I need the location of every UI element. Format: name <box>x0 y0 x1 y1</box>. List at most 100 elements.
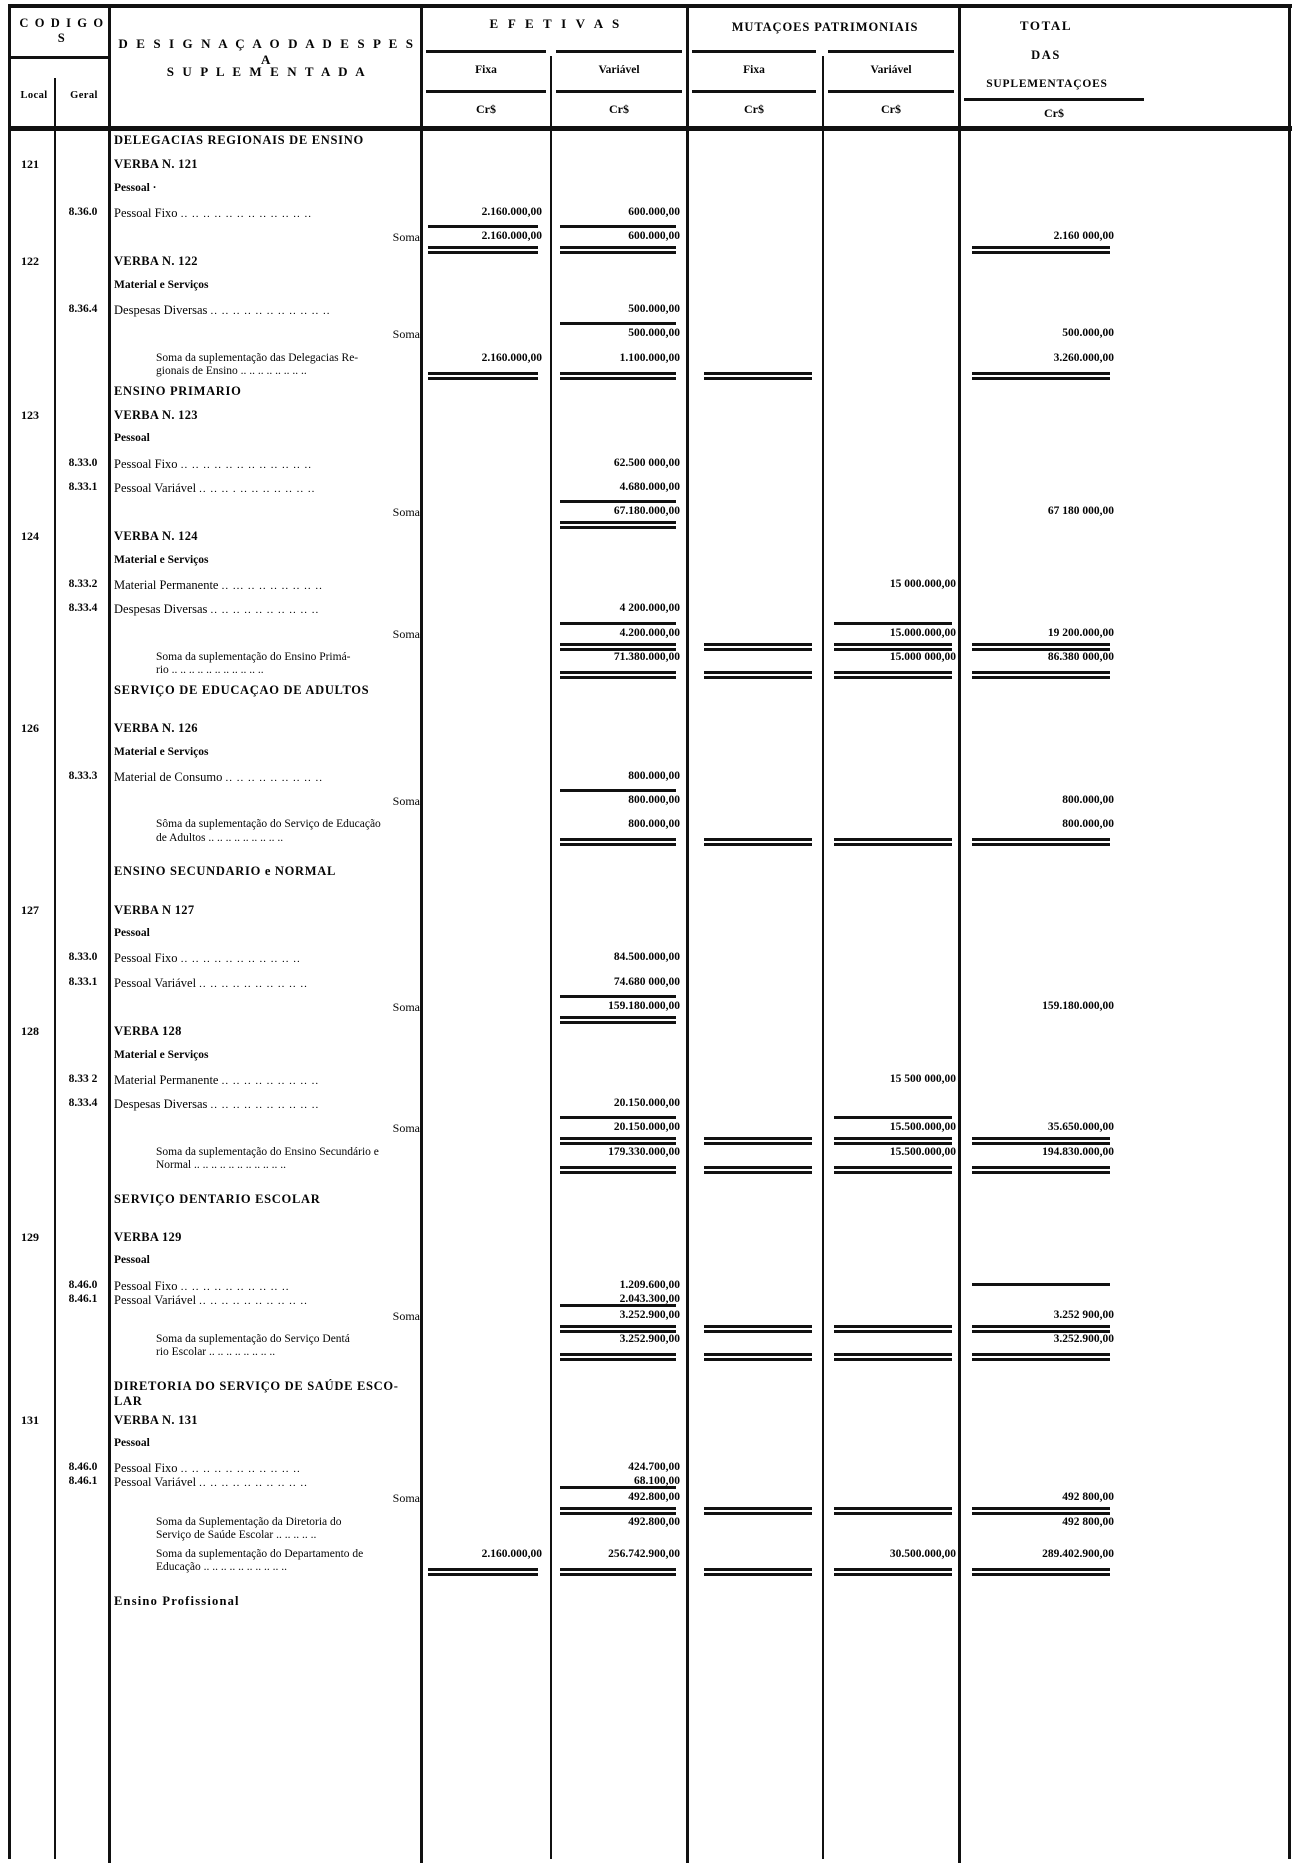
rule-n2 <box>560 500 676 504</box>
table-row: DELEGACIAS REGIONAIS DE ENSINO <box>0 133 1300 157</box>
table-row: Pessoal <box>0 1437 1300 1461</box>
soma-label: Soma <box>392 1491 420 1506</box>
table-row: 8.33 2 Material Permanente .. .. .. .. ..… <box>0 1073 1300 1097</box>
value-n2: 800.000,00 <box>628 818 680 831</box>
table-row: 8.33.1 Pessoal Variável .. .. .. . .. .. … <box>0 481 1300 505</box>
expense-label: Despesas Diversas .. .. .. .. .. .. .. .… <box>114 303 331 318</box>
table-row: 8.46.0 8.46.1 Pessoal Fixo .. .. .. .. .. … <box>0 1461 1300 1491</box>
double-rule-n4 <box>834 1567 952 1576</box>
rule-n2 <box>560 225 676 229</box>
value-n4: 15 000.000,00 <box>889 578 956 591</box>
value-n2: 3.252.900,00 <box>619 1308 680 1321</box>
code-geral: 8.33.0 <box>68 456 98 469</box>
table-row: 129 VERBA 129 <box>0 1230 1300 1254</box>
code-local: 123 <box>21 407 39 422</box>
table-row: Material e Serviços <box>0 1049 1300 1073</box>
table-row: Material e Serviços <box>0 279 1300 303</box>
verba-heading: VERBA N. 131 <box>114 1412 198 1427</box>
value-n4: 15.500.000,00 <box>889 1145 956 1158</box>
double-rule-n1 <box>428 246 538 255</box>
expense-label: Material de Consumo .. .. .. .. .. .. ..… <box>114 769 323 784</box>
double-rule-n2 <box>560 838 676 847</box>
code-geral: 8.33.2 <box>68 578 98 591</box>
header-total-line1: TOTAL <box>1019 18 1073 33</box>
table-row: 8.33.2 Material Permanente .. ... .. .. .… <box>0 578 1300 602</box>
value-n2: 179.330.000,00 <box>608 1145 680 1158</box>
value-n2: 74.680 000,00 <box>613 975 680 988</box>
double-rule-n3 <box>704 1507 812 1516</box>
soma-total-label: Soma da suplementação do Departamento de… <box>156 1547 364 1574</box>
value-n2: 600.000,00 <box>628 230 680 243</box>
double-rule-n5 <box>972 1137 1110 1146</box>
header-sub-fixa-mutacoes: Fixa <box>743 64 765 76</box>
verba-heading: VERBA N. 122 <box>114 254 198 269</box>
double-rule-n5 <box>972 1165 1110 1174</box>
table-row <box>0 850 1300 864</box>
table-row: Soma 2.160.000,00 600.000,00 2.160 000,00 <box>0 225 1300 255</box>
table-row: Soma 20.150.000,00 15.500.000,00 35.650.000… <box>0 1116 1300 1146</box>
expense-label: Pessoal Variável .. .. .. .. .. .. .. ..… <box>114 1292 308 1307</box>
code-geral: 8.46.1 <box>68 1475 98 1488</box>
column-divider-geral-desc <box>108 8 111 1863</box>
double-rule-n2 <box>560 1567 676 1576</box>
expense-label: Pessoal Fixo .. .. .. .. .. .. .. .. .. … <box>114 951 301 966</box>
code-geral: 8.46.0 <box>68 1461 98 1474</box>
table-row: Pessoal <box>0 432 1300 456</box>
code-geral: 8.46.1 <box>68 1292 98 1305</box>
column-divider-left-edge <box>8 4 11 1859</box>
table-row: Soma 500.000,00 500.000,00 <box>0 322 1300 351</box>
double-rule-n2 <box>560 670 676 679</box>
header-bottom-rule <box>8 126 1292 131</box>
double-rule-n5 <box>972 1324 1110 1333</box>
value-n5: 3.252.900,00 <box>1053 1332 1114 1345</box>
value-n5: 159.180.000,00 <box>1042 999 1114 1012</box>
double-rule-n4 <box>834 1137 952 1146</box>
column-divider-efetivas-mutacoes <box>686 8 689 1863</box>
table-row: Material e Serviços <box>0 746 1300 770</box>
double-rule-n4 <box>834 1507 952 1516</box>
value-n4: 15 500 000,00 <box>889 1072 956 1085</box>
value-n2: 159.180.000,00 <box>608 999 680 1012</box>
table-row: 123 VERBA N. 123 <box>0 408 1300 432</box>
value-n2: 500.000,00 <box>628 303 680 316</box>
code-geral: 8.36.4 <box>68 303 98 316</box>
header-fixa-ef-currency-rule <box>426 90 546 93</box>
double-rule-n4 <box>834 670 952 679</box>
value-n5: 492 800,00 <box>1062 1491 1114 1504</box>
table-row: SERVIÇO DE EDUCAÇAO DE ADULTOS <box>0 683 1300 707</box>
rule-n2 <box>560 621 676 625</box>
verba-heading: VERBA N 127 <box>114 902 195 917</box>
expense-label: Pessoal Variável .. .. .. . .. .. .. .. … <box>114 480 316 495</box>
double-rule-n5 <box>972 1507 1110 1516</box>
double-rule-n4 <box>834 838 952 847</box>
value-n4: 15.000.000,00 <box>889 626 956 639</box>
code-local: 131 <box>21 1412 39 1427</box>
code-geral: 8.33 2 <box>68 1072 98 1085</box>
value-n1: 2.160.000,00 <box>481 205 542 218</box>
header-currency-total: Cr$ <box>1044 106 1064 120</box>
code-geral: 8.33.3 <box>68 769 98 782</box>
table-row: Soma 3.252.900,00 3.252 900,00 <box>0 1303 1300 1333</box>
section-heading: ENSINO SECUNDARIO e NORMAL <box>114 864 337 879</box>
group-heading: Material e Serviços <box>114 1048 209 1061</box>
soma-label: Soma <box>392 999 420 1014</box>
double-rule-n3 <box>704 1352 812 1361</box>
code-local: 129 <box>21 1229 39 1244</box>
rule-n2 <box>560 1303 676 1307</box>
rule-n2 <box>560 322 676 326</box>
code-geral: 8.33.0 <box>68 951 98 964</box>
value-n4: 15.500.000,00 <box>889 1121 956 1134</box>
value-n2: 600.000,00 <box>628 205 680 218</box>
code-local: 124 <box>21 529 39 544</box>
code-geral: 8.36.0 <box>68 205 98 218</box>
value-n5: 3.252 900,00 <box>1053 1308 1114 1321</box>
header-geral: Geral <box>70 90 98 101</box>
code-local: 127 <box>21 902 39 917</box>
section-heading: SERVIÇO DENTARIO ESCOLAR <box>114 1191 321 1206</box>
table-row: Soma da suplementação do Departamento de… <box>0 1548 1300 1580</box>
soma-total-label: Soma da suplementação das Delegacias Re-… <box>156 351 359 378</box>
verba-heading: VERBA N. 124 <box>114 529 198 544</box>
double-rule-n1 <box>428 1567 538 1576</box>
soma-label: Soma <box>392 794 420 809</box>
